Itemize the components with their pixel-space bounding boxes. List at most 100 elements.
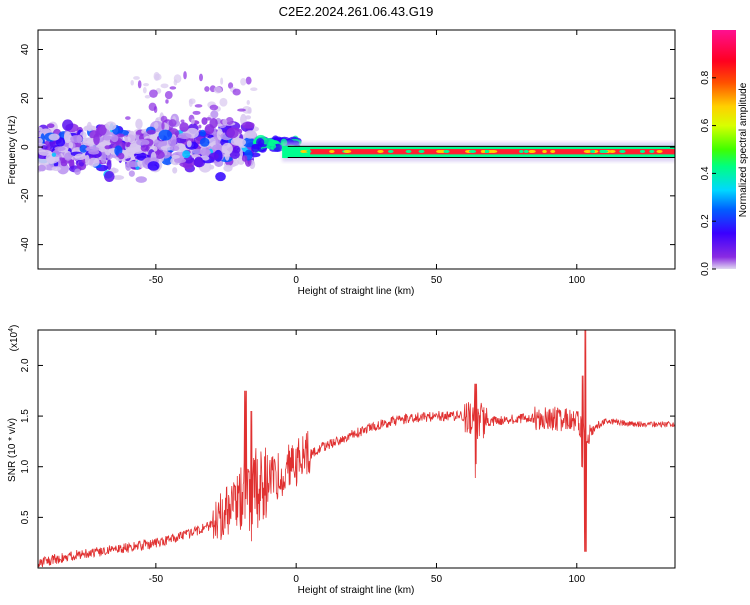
x-tick-label: 0 — [293, 574, 299, 585]
spectrogram-blob — [68, 141, 74, 149]
spectrogram-blob — [160, 145, 174, 151]
x-tick-label: 50 — [431, 574, 443, 585]
spectrogram-blob — [329, 149, 335, 153]
spectrogram-blob — [204, 86, 210, 92]
spectrogram-blob — [48, 133, 60, 141]
spectrogram-blob — [38, 137, 43, 145]
y-tick-label: -40 — [20, 237, 31, 252]
spectrogram-blob — [96, 124, 107, 136]
spectrogram-blob — [148, 102, 157, 111]
spectrogram-blob — [244, 130, 257, 139]
y-tick-label: -20 — [20, 188, 31, 203]
spectrogram-blob — [41, 145, 48, 150]
spectrogram-blob — [210, 110, 219, 119]
spectrogram-blob — [468, 149, 477, 153]
spectrogram-blob — [160, 83, 169, 89]
spectrogram-blob — [169, 86, 177, 90]
spectrogram-blob — [128, 170, 135, 177]
spectrogram-blob — [102, 135, 112, 141]
spectrogram-blob — [583, 149, 592, 153]
spectrogram-blob — [306, 149, 312, 153]
spectrogram-blob — [199, 137, 210, 147]
spectrogram-blob — [208, 152, 219, 160]
spectrogram-blob — [215, 172, 226, 182]
spectrogram-blob — [223, 164, 233, 172]
spectrogram-blob — [168, 119, 177, 127]
spectrogram-x-label: Height of straight line (km) — [298, 286, 415, 297]
colorbar-tick-label: 0.2 — [700, 214, 711, 228]
spectrogram-blob — [251, 143, 260, 153]
spectrogram-blob — [135, 176, 147, 183]
spectrogram-blob — [600, 149, 609, 153]
snr-panel: -50 0 50 100 0.5 1.0 1.5 2.0 Height of straigh… — [7, 325, 676, 596]
spectrogram-blob — [201, 146, 210, 158]
spectrogram-blob — [174, 158, 187, 164]
spectrogram-blob — [268, 139, 276, 147]
spectrogram-blob — [241, 121, 255, 129]
x-tick-label: -50 — [149, 275, 164, 286]
spectrogram-blob — [183, 71, 187, 80]
spectrogram-blob — [161, 121, 165, 131]
x-tick-label: 100 — [568, 574, 585, 585]
spectrogram-blob — [182, 150, 191, 159]
y-tick-label: 2.0 — [20, 358, 31, 372]
y-tick-label: 0.5 — [20, 510, 31, 524]
colorbar-tick-label: 0.6 — [700, 118, 711, 132]
spectrogram-blob — [484, 149, 490, 153]
spectrogram-blob — [529, 149, 536, 153]
colorbar-label: Normalized spectral amplitude — [738, 82, 749, 217]
spectrogram-blob — [523, 149, 529, 153]
spectrogram-blobs — [38, 71, 675, 183]
snr-y-scale-exp: 4 — [8, 328, 15, 332]
spectrogram-blob — [136, 152, 147, 161]
spectrogram-y-ticks: -40 -20 0 20 40 — [20, 44, 675, 252]
spectrogram-blob — [377, 149, 384, 153]
spectrogram-blob — [480, 149, 486, 153]
spectrogram-blob — [112, 175, 125, 180]
spectrogram-blob — [158, 129, 173, 141]
x-tick-label: 100 — [568, 275, 585, 286]
spectrogram-blob — [237, 108, 246, 112]
spectrogram-blob — [110, 134, 119, 143]
spectrogram-blob — [38, 164, 46, 172]
spectrogram-blob — [154, 150, 165, 159]
spectrogram-blob — [240, 78, 247, 86]
snr-x-ticks: -50 0 50 100 — [149, 330, 586, 585]
x-tick-label: 0 — [293, 275, 299, 286]
spectrogram-blob — [104, 145, 111, 150]
x-tick-label: -50 — [149, 574, 164, 585]
y-tick-label: 40 — [20, 44, 31, 56]
spectrogram-blob — [62, 119, 74, 131]
spectrogram-blob — [219, 97, 228, 107]
colorbar-tick-label: 0.4 — [700, 166, 711, 180]
spectrogram-blob — [55, 137, 66, 147]
spectrogram-blob — [188, 98, 193, 107]
y-tick-label: 20 — [20, 92, 31, 104]
spectrogram-blob — [86, 121, 92, 132]
spectrogram-blob — [387, 149, 394, 153]
spectrogram-blob — [443, 149, 450, 153]
snr-y-scale-base: (x10 — [9, 331, 20, 351]
spectrogram-blob — [256, 137, 265, 147]
colorbar: 0.0 0.2 0.4 0.6 0.8 Normalized spectral ampl… — [700, 30, 749, 276]
spectrogram-blob — [118, 152, 125, 160]
colorbar-tick-label: 0.8 — [700, 70, 711, 84]
spectrogram-blob — [140, 144, 150, 152]
spectrogram-blob — [234, 138, 246, 147]
spectrogram-blob — [51, 166, 62, 172]
spectrogram-y-label: Frequency (Hz) — [7, 116, 18, 185]
spectrogram-blob — [169, 145, 180, 152]
spectrogram-blob — [38, 126, 43, 131]
spectrogram-blob — [241, 155, 248, 162]
spectrogram-blob — [194, 104, 203, 108]
spectrogram-blob — [171, 154, 180, 159]
spectrogram-blob — [64, 152, 72, 161]
spectrogram-blob — [232, 88, 241, 96]
spectrogram-blob — [142, 87, 147, 94]
spectrogram-blob — [76, 134, 82, 144]
spectrogram-blob — [639, 149, 646, 153]
spectrogram-blob — [246, 100, 250, 105]
spectrogram-blob — [250, 87, 258, 91]
spectrogram-blob — [49, 141, 56, 148]
